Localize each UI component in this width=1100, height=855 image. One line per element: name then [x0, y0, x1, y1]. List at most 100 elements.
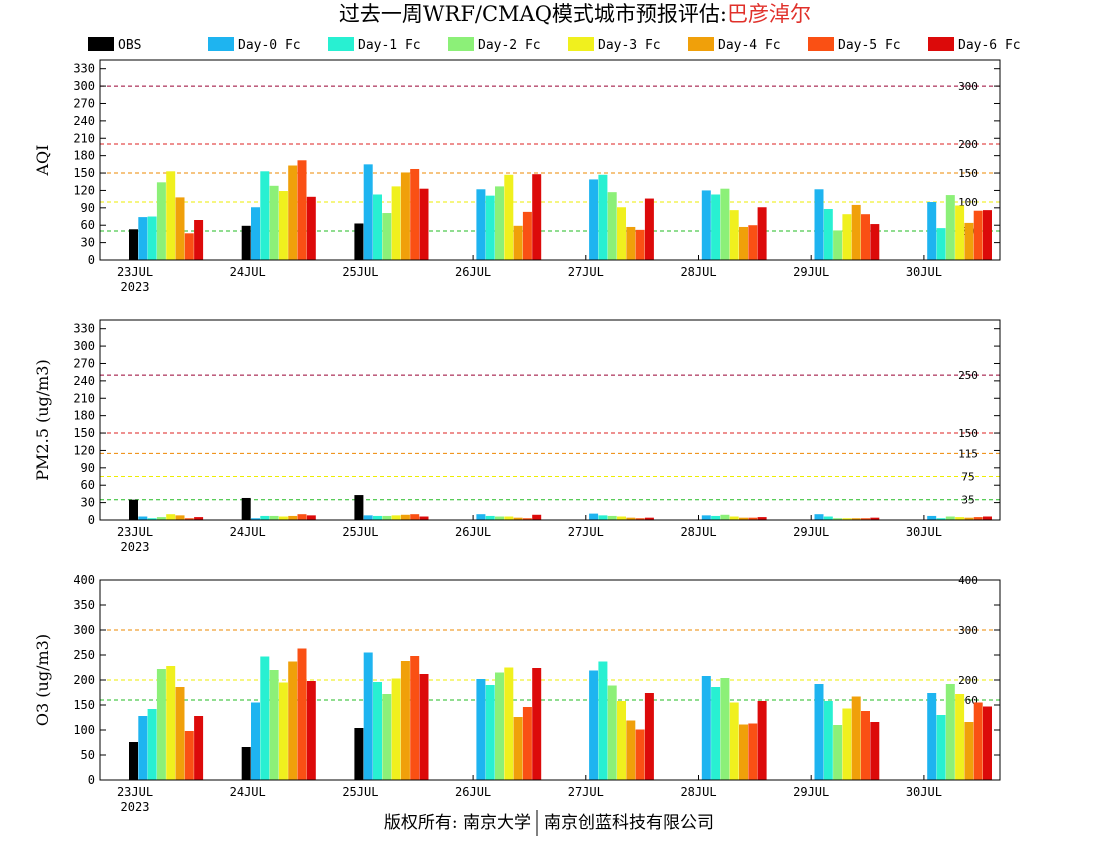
bar-27jul-day-5-fc — [635, 518, 645, 520]
bar-23jul-day-1-fc — [147, 518, 157, 520]
bar-27jul-day-5-fc — [635, 229, 645, 260]
y-axis-label: AQI — [33, 145, 52, 177]
bar-29jul-day-3-fc — [842, 518, 852, 520]
footer-copyright: 版权所有: 南京大学 — [384, 813, 531, 833]
legend-label: Day-3 Fc — [598, 38, 661, 53]
legend: OBS Day-0 Fc Day-1 Fc Day-2 Fc Day-3 Fc Day-4… — [88, 37, 1021, 53]
bar-24jul-day-2-fc — [269, 515, 279, 520]
bar-25jul-day-0-fc — [363, 164, 373, 260]
bar-23jul-day-4-fc — [175, 515, 185, 520]
x-tick-label: 24JUL — [230, 265, 266, 279]
x-tick-label: 23JUL — [117, 785, 153, 799]
x-tick-label: 28JUL — [680, 525, 716, 539]
bar-28jul-day-1-fc — [711, 194, 721, 260]
bar-23jul-day-0-fc — [138, 516, 148, 520]
bar-26jul-day-4-fc — [513, 225, 523, 260]
y-tick-label: 60 — [81, 218, 95, 232]
bar-25jul-day-6-fc — [419, 674, 429, 780]
bar-29jul-day-5-fc — [861, 711, 870, 780]
bar-26jul-day-6-fc — [532, 514, 542, 520]
legend-swatch-day-5-fc — [808, 37, 834, 51]
panel-aqi: 5010015020030003060901201501802102402703… — [33, 59, 1001, 294]
bar-29jul-day-2-fc — [833, 230, 843, 260]
bar-26jul-day-6-fc — [532, 668, 542, 780]
y-tick-label: 0 — [88, 513, 95, 527]
y-tick-label: 300 — [73, 623, 95, 637]
bar-30jul-day-0-fc — [927, 202, 937, 260]
y-tick-label: 330 — [73, 322, 95, 336]
x-tick-label: 29JUL — [793, 525, 829, 539]
bar-25jul-day-6-fc — [419, 188, 429, 260]
bar-27jul-day-3-fc — [617, 207, 626, 260]
bar-24jul-day-3-fc — [278, 191, 288, 260]
bar-30jul-day-2-fc — [945, 516, 955, 520]
bar-26jul-day-1-fc — [485, 195, 495, 260]
bar-29jul-day-6-fc — [870, 722, 880, 780]
y-tick-label: 200 — [73, 673, 95, 687]
bar-28jul-day-2-fc — [720, 514, 730, 520]
bar-28jul-day-6-fc — [757, 517, 767, 520]
bar-24jul-day-4-fc — [288, 661, 298, 780]
y-tick-label: 120 — [73, 183, 95, 197]
bar-30jul-day-5-fc — [973, 517, 983, 520]
bar-23jul-day-6-fc — [194, 716, 204, 780]
bar-25jul-day-4-fc — [400, 661, 410, 780]
legend-label: Day-4 Fc — [718, 38, 781, 53]
bar-24jul-day-3-fc — [278, 516, 288, 520]
y-tick-label: 250 — [73, 648, 95, 662]
y-tick-label: 240 — [73, 374, 95, 388]
y-tick-label: 90 — [81, 461, 95, 475]
bar-29jul-day-4-fc — [851, 518, 861, 520]
bar-24jul-day-5-fc — [297, 514, 307, 520]
bar-24jul-day-2-fc — [269, 670, 279, 780]
bar-30jul-day-2-fc — [945, 195, 955, 260]
bar-30jul-day-3-fc — [955, 205, 965, 260]
bar-23jul-day-5-fc — [184, 518, 194, 520]
y-tick-label: 210 — [73, 391, 95, 405]
bar-28jul-day-4-fc — [739, 517, 748, 520]
y-tick-label: 50 — [81, 748, 95, 762]
bar-26jul-day-0-fc — [476, 514, 486, 520]
bar-24jul-day-3-fc — [278, 682, 288, 780]
legend-swatch-day-1-fc — [328, 37, 354, 51]
bar-24jul-day-6-fc — [306, 196, 316, 260]
bar-23jul-day-5-fc — [184, 233, 194, 260]
x-tick-label: 28JUL — [680, 785, 716, 799]
bar-23jul-day-5-fc — [184, 731, 194, 780]
bar-23jul-day-0-fc — [138, 217, 148, 260]
bar-25jul-day-1-fc — [373, 515, 382, 520]
bar-26jul-day-4-fc — [513, 717, 523, 780]
bar-30jul-day-4-fc — [964, 722, 974, 780]
bar-30jul-day-5-fc — [973, 702, 983, 780]
y-axis-label: O3 (ug/m3) — [33, 634, 52, 726]
x-tick-label: 27JUL — [568, 265, 604, 279]
bar-26jul-day-2-fc — [495, 186, 504, 260]
legend-swatch-obs — [88, 37, 114, 51]
panel-pm25: 35 75 115 150 250 0 30 60 90 120 150 180 210 240 270 30… — [33, 319, 1001, 554]
panel-o3: 16020030040005010015020025030035040023JU… — [33, 573, 1001, 814]
bar-27jul-day-6-fc — [644, 693, 654, 780]
bar-27jul-day-0-fc — [589, 670, 599, 780]
x-tick-label: 23JUL — [117, 525, 153, 539]
bar-29jul-day-4-fc — [851, 204, 861, 260]
x-tick-label: 24JUL — [230, 525, 266, 539]
bar-25jul-day-5-fc — [410, 656, 420, 780]
bar-23jul-day-1-fc — [147, 216, 157, 260]
bar-27jul-day-4-fc — [626, 226, 636, 260]
bar-29jul-day-0-fc — [814, 514, 824, 520]
threshold-label-200: 200 — [958, 138, 978, 151]
legend-label: Day-6 Fc — [958, 38, 1021, 53]
y-tick-label: 350 — [73, 598, 95, 612]
bar-24jul-day-5-fc — [297, 160, 307, 260]
bar-25jul-obs — [354, 495, 364, 520]
y-tick-label: 180 — [73, 409, 95, 423]
y-tick-label: 30 — [81, 496, 95, 510]
bar-26jul-day-1-fc — [485, 685, 495, 780]
bar-23jul-day-4-fc — [175, 197, 185, 260]
bar-25jul-obs — [354, 728, 364, 780]
legend-label: OBS — [118, 38, 141, 53]
bar-29jul-day-4-fc — [851, 696, 861, 780]
bar-24jul-obs — [241, 225, 251, 260]
bar-29jul-day-2-fc — [833, 518, 843, 520]
bar-25jul-day-6-fc — [419, 516, 429, 520]
